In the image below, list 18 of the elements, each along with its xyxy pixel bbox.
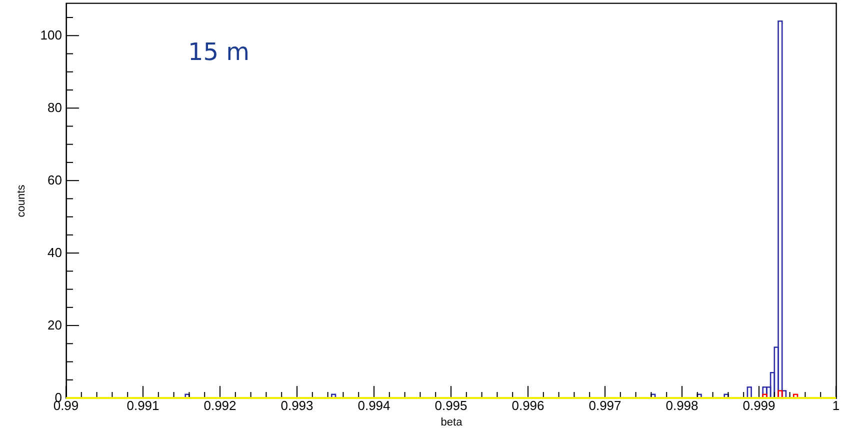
x-tick-label: 0.993 — [280, 398, 314, 413]
y-tick-label: 100 — [40, 28, 62, 43]
y-tick-label: 20 — [48, 318, 62, 333]
y-tick-label: 40 — [48, 245, 62, 260]
x-tick-label: 0.992 — [204, 398, 236, 413]
y-axis-title: counts — [16, 184, 28, 218]
x-tick-label: 0.991 — [126, 398, 160, 413]
annotation: 15 m — [188, 38, 250, 66]
x-axis-title: beta — [440, 416, 464, 428]
x-tick-label: 0.997 — [588, 398, 622, 413]
x-tick-label: 0.994 — [358, 398, 390, 413]
x-tick-label: 0.995 — [434, 398, 468, 413]
x-tick-label: 0.998 — [666, 398, 698, 413]
y-tick-label: 80 — [48, 100, 62, 116]
y-tick-label: 60 — [48, 172, 62, 188]
x-tick-label: 1 — [832, 398, 840, 413]
x-tick-label: 0.999 — [742, 398, 776, 413]
x-tick-label: 0.996 — [512, 398, 544, 413]
